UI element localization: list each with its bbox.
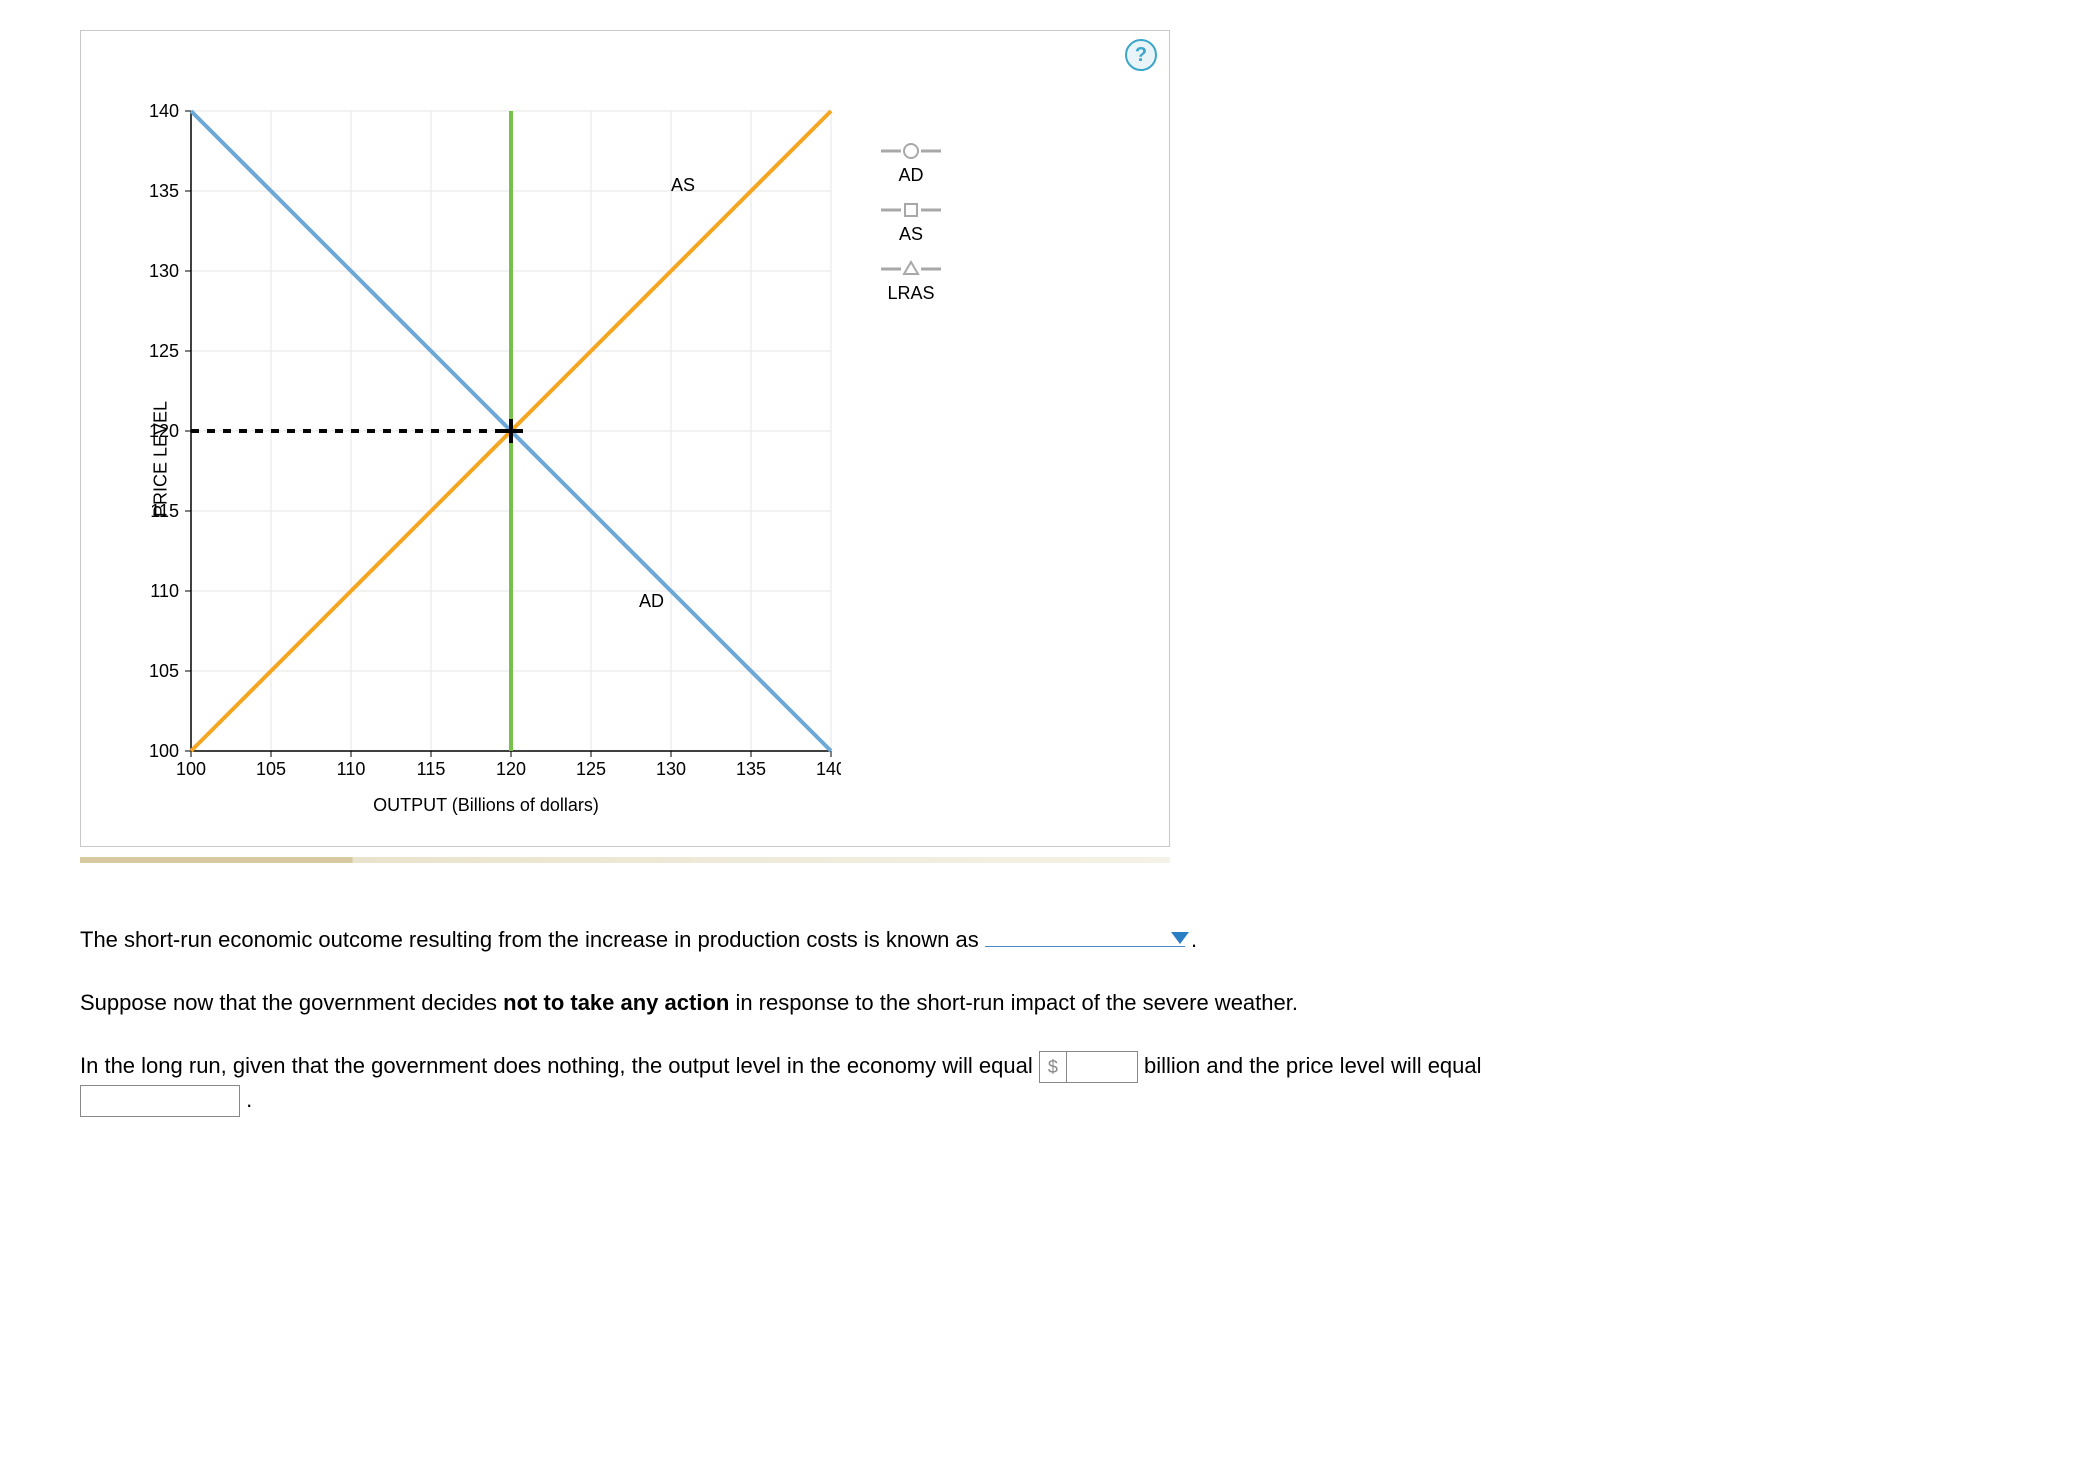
output-input-wrap: $: [1039, 1051, 1138, 1083]
question-2: Suppose now that the government decides …: [80, 986, 2012, 1019]
svg-text:140: 140: [816, 759, 841, 779]
price-input[interactable]: [80, 1085, 240, 1117]
legend-label-lras: LRAS: [887, 283, 934, 304]
legend-marker-ad: [881, 141, 941, 159]
svg-text:AS: AS: [671, 175, 695, 195]
q2-post: in response to the short-run impact of t…: [729, 990, 1298, 1015]
legend-panel: AD AS LRAS: [881, 101, 941, 816]
legend-label-ad: AD: [898, 165, 923, 186]
svg-text:125: 125: [149, 341, 179, 361]
chart-wrap: PRICE LEVEL 100 105 110 115 120 125 130 135 140 1…: [101, 41, 1149, 816]
accent-bar: [80, 857, 1170, 863]
dropdown-arrow-icon[interactable]: [1171, 932, 1189, 944]
x-axis-label: OUTPUT (Billions of dollars): [131, 795, 841, 816]
svg-text:100: 100: [176, 759, 206, 779]
svg-text:105: 105: [256, 759, 286, 779]
svg-text:110: 110: [150, 581, 179, 601]
legend-item-ad[interactable]: AD: [881, 141, 941, 186]
svg-text:105: 105: [149, 661, 179, 681]
chart-panel: ? PRICE LEVEL 100 105 110 115 120 125 130 135 14…: [80, 30, 1170, 847]
svg-text:130: 130: [149, 261, 179, 281]
legend-label-as: AS: [899, 224, 923, 245]
q3-c: .: [246, 1087, 252, 1112]
legend-marker-as: [881, 200, 941, 218]
legend-marker-lras: [881, 259, 941, 277]
chart-svg: 1001051101151201251301351401001051101151…: [131, 101, 841, 791]
svg-text:110: 110: [337, 759, 366, 779]
q2-bold: not to take any action: [503, 990, 729, 1015]
y-axis-label: PRICE LEVEL: [151, 400, 172, 516]
chart-area: PRICE LEVEL 100 105 110 115 120 125 130 135 140 1…: [131, 101, 841, 816]
legend-item-as[interactable]: AS: [881, 200, 941, 245]
svg-text:140: 140: [149, 101, 179, 121]
svg-text:130: 130: [656, 759, 686, 779]
help-button[interactable]: ?: [1125, 39, 1157, 71]
question-3: In the long run, given that the governme…: [80, 1049, 2012, 1117]
svg-text:AD: AD: [639, 591, 664, 611]
svg-text:135: 135: [149, 181, 179, 201]
q3-b: billion and the price level will equal: [1144, 1053, 1482, 1078]
svg-text:120: 120: [496, 759, 526, 779]
svg-text:115: 115: [417, 759, 446, 779]
svg-text:135: 135: [736, 759, 766, 779]
svg-text:100: 100: [149, 741, 179, 761]
legend-item-lras[interactable]: LRAS: [881, 259, 941, 304]
q1-post: .: [1191, 927, 1197, 952]
dollar-sign-icon: $: [1040, 1052, 1067, 1082]
q1-pre: The short-run economic outcome resulting…: [80, 927, 985, 952]
question-1: The short-run economic outcome resulting…: [80, 923, 2012, 956]
svg-text:125: 125: [576, 759, 606, 779]
q2-pre: Suppose now that the government decides: [80, 990, 503, 1015]
output-input[interactable]: [1067, 1052, 1137, 1082]
q1-dropdown[interactable]: [985, 946, 1185, 947]
q3-a: In the long run, given that the governme…: [80, 1053, 1039, 1078]
